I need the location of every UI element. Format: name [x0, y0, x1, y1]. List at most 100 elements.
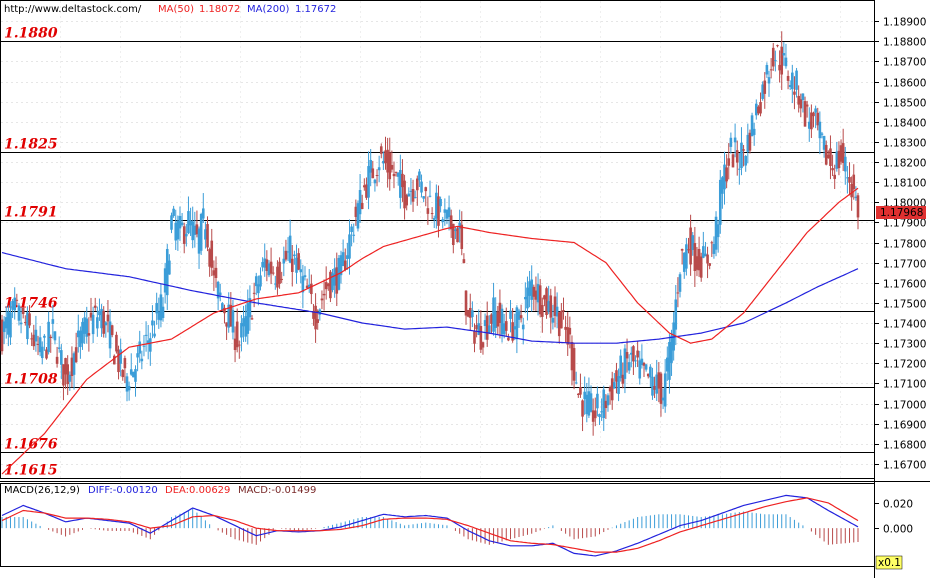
candle-body — [290, 258, 294, 272]
candle-body — [621, 374, 625, 384]
y-tick-label: 1.17800 — [883, 239, 926, 251]
candle-body — [725, 167, 728, 182]
candle-body — [225, 322, 228, 327]
candle-body — [316, 319, 320, 323]
candle-body — [591, 410, 595, 422]
candle-body — [443, 209, 447, 213]
candle-body — [13, 297, 17, 311]
candle-body — [142, 345, 146, 347]
candle-body — [786, 75, 790, 81]
candle-body — [19, 322, 23, 325]
candle-body — [159, 294, 163, 321]
candle-body — [778, 64, 781, 71]
candle-body — [87, 333, 91, 336]
candle-body — [339, 255, 343, 276]
candle-body — [833, 174, 836, 179]
candle-body — [418, 171, 421, 181]
candle-body — [547, 301, 550, 312]
candle-body — [373, 179, 377, 184]
candle-body — [155, 302, 158, 314]
candle-body — [399, 170, 402, 198]
candle-body — [754, 103, 758, 116]
candle-body — [197, 228, 201, 254]
candle-body — [269, 261, 273, 274]
candle-body — [384, 150, 387, 164]
candle-body — [562, 310, 565, 312]
candle-body — [28, 313, 31, 326]
candle-body — [136, 353, 139, 358]
candle-body — [74, 347, 78, 363]
candle-body — [759, 102, 762, 114]
candle-body — [511, 322, 514, 341]
candle-body — [45, 349, 48, 359]
candle-body — [623, 348, 627, 379]
y-tick-label: 1.17100 — [883, 379, 926, 391]
candle-body — [507, 337, 510, 341]
y-tick-label: 1.18600 — [883, 78, 926, 90]
candle-body — [765, 65, 769, 75]
macd-tick-label: 0.000 — [883, 524, 913, 536]
candle-body — [676, 292, 680, 294]
candle-body — [218, 292, 222, 296]
candle-body — [263, 258, 267, 268]
candle-body — [816, 112, 820, 126]
candle-body — [617, 376, 620, 394]
candle-body — [161, 306, 165, 318]
candle-body — [519, 315, 523, 319]
candle-body — [64, 358, 67, 375]
candle-body — [288, 235, 292, 263]
candle-body — [613, 382, 616, 389]
candle-body — [229, 304, 233, 327]
candle-body — [801, 93, 805, 101]
candle-body — [83, 317, 86, 334]
candle-body — [318, 309, 322, 315]
scale-badge[interactable] — [875, 555, 903, 570]
level-lines: 1.1880 1.1825 1.1791 1.1746 1.1708 1.1676 1.16… — [1, 26, 874, 479]
candle-body — [70, 357, 74, 376]
candle-body — [413, 197, 417, 199]
candle-body — [606, 395, 610, 406]
ma200-label: MA(200) — [247, 4, 289, 15]
candle-body — [138, 341, 142, 354]
candle-body — [301, 276, 305, 293]
candle-body — [729, 137, 733, 147]
candle-body — [812, 112, 815, 117]
candle-body — [674, 299, 678, 330]
candle-body — [343, 260, 347, 270]
candle-body — [206, 224, 209, 248]
y-tick-label: 1.17500 — [883, 299, 926, 311]
candle-body — [750, 115, 754, 137]
candle-body — [513, 326, 517, 330]
candle-body — [170, 215, 173, 230]
candle-body — [488, 325, 491, 333]
level-label: 1.1791 — [4, 205, 58, 221]
candle-body — [47, 321, 50, 353]
candle-body — [689, 227, 692, 265]
y-tick-label: 1.16700 — [883, 460, 926, 472]
candle-body — [165, 248, 169, 296]
current-price-label: 1.17968 — [880, 207, 923, 219]
candle-body — [710, 242, 714, 244]
candle-body — [38, 337, 42, 353]
candle-body — [608, 387, 612, 392]
candle-body — [303, 275, 307, 277]
candle-body — [193, 225, 197, 235]
macd-dea-line — [1, 497, 859, 553]
candle-body — [716, 224, 720, 238]
candle-body — [526, 287, 529, 309]
candle-body — [129, 369, 133, 375]
candle-body — [712, 244, 716, 254]
candle-body — [587, 391, 591, 416]
candle-body — [284, 250, 288, 260]
candle-body — [26, 312, 29, 340]
candle-body — [409, 190, 413, 192]
candle-body — [379, 146, 383, 154]
candle-body — [346, 255, 349, 259]
candle-body — [172, 208, 175, 216]
candle-body — [191, 221, 194, 241]
candle-body — [598, 414, 601, 418]
candle-body — [76, 330, 80, 338]
candle-body — [678, 274, 682, 292]
candle-body — [254, 276, 258, 287]
candle-body — [534, 290, 538, 300]
